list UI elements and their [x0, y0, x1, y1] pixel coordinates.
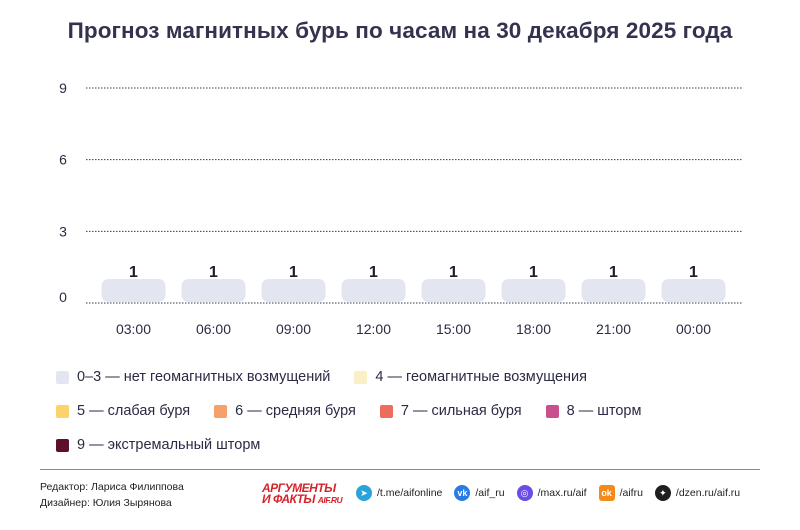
legend-label: 7 — сильная буря: [400, 403, 522, 419]
legend-item: 5 — слабая буря: [56, 403, 190, 419]
bar-value-label: 1: [129, 264, 138, 281]
x-tick-label: 18:00: [516, 321, 551, 337]
y-tick-label: 3: [59, 223, 67, 239]
bar: [581, 279, 646, 302]
bar-value-label: 1: [529, 264, 538, 281]
legend-row-3: 9 — экстремальный шторм: [56, 437, 284, 453]
x-tick-label: 03:00: [116, 321, 151, 337]
logo-line-1: АРГУМЕНТЫ: [262, 481, 336, 495]
legend-row-1: 0–3 — нет геомагнитных возмущений 4 — ге…: [56, 369, 611, 385]
bar-value-label: 1: [689, 264, 698, 281]
bar-value-label: 1: [289, 264, 298, 281]
vk-icon: vk: [454, 485, 471, 501]
bar: [661, 279, 726, 302]
bar: [341, 279, 406, 302]
social-text: /t.me/aifonline: [377, 487, 443, 499]
social-link-dzen[interactable]: ✦ /dzen.ru/aif.ru: [654, 485, 741, 501]
legend-swatch: [214, 404, 228, 418]
social-links: ➤ /t.me/aifonline vk /aif_ru ◎ /max.ru/a…: [356, 485, 752, 501]
social-text: /dzen.ru/aif.ru: [675, 487, 741, 499]
designer-credit: Дизайнер: Юлия Зырянова: [40, 497, 172, 509]
social-link-max[interactable]: ◎ /max.ru/aif: [516, 485, 587, 501]
social-text: /aifru: [619, 487, 643, 499]
legend-item: 0–3 — нет геомагнитных возмущений: [56, 369, 330, 385]
bar: [181, 279, 246, 302]
legend-item: 4 — геомагнитные возмущения: [354, 369, 587, 385]
social-link-vk[interactable]: vk /aif_ru: [454, 485, 505, 501]
chart-title: Прогноз магнитных бурь по часам на 30 де…: [67, 18, 733, 43]
y-tick-label: 6: [59, 152, 67, 168]
legend-swatch: [545, 404, 559, 418]
max-icon: ◎: [516, 485, 533, 501]
x-tick-label: 15:00: [436, 321, 471, 337]
logo-line-2: И ФАКТЫ: [262, 492, 315, 506]
legend-swatch: [56, 438, 69, 452]
aif-logo[interactable]: АРГУМЕНТЫ И ФАКТЫ AIF.RU: [262, 481, 343, 506]
bar: [261, 279, 326, 302]
logo-site: AIF.RU: [317, 495, 343, 505]
footer-divider: [40, 469, 760, 470]
legend-swatch: [56, 404, 69, 418]
legend-row-2: 5 — слабая буря 6 — средняя буря 7 — сил…: [56, 403, 665, 419]
chart-plot: 0 3 6 9 1 03:00 1 06:00 1 09:00 1 12:00 1 15:00 1 18:00…: [59, 80, 742, 337]
legend-label: 6 — средняя буря: [235, 403, 356, 419]
bar: [501, 279, 566, 302]
legend-label: 4 — геомагнитные возмущения: [375, 369, 587, 385]
odnoklassniki-icon: ok: [598, 485, 615, 501]
legend-item: 7 — сильная буря: [379, 403, 522, 419]
legend-item: 6 — средняя буря: [214, 403, 356, 419]
x-tick-label: 12:00: [356, 321, 391, 337]
bar: [421, 279, 486, 302]
bar-value-label: 1: [209, 264, 218, 281]
legend-label: 9 — экстремальный шторм: [77, 437, 261, 453]
bar-value-label: 1: [449, 264, 458, 281]
social-text: /max.ru/aif: [537, 487, 587, 499]
bar-value-label: 1: [609, 264, 618, 281]
telegram-icon: ➤: [356, 485, 372, 501]
legend-label: 8 — шторм: [566, 403, 642, 419]
social-link-telegram[interactable]: ➤ /t.me/aifonline: [356, 485, 442, 501]
legend-label: 0–3 — нет геомагнитных возмущений: [77, 369, 331, 385]
legend-label: 5 — слабая буря: [77, 403, 191, 419]
legend-swatch: [354, 370, 368, 384]
bar: [101, 279, 166, 302]
legend-item: 8 — шторм: [545, 403, 642, 419]
legend-item: 9 — экстремальный шторм: [56, 437, 260, 453]
x-tick-label: 06:00: [196, 321, 231, 337]
x-tick-label: 09:00: [276, 321, 311, 337]
editor-credit: Редактор: Лариса Филиппова: [40, 481, 184, 493]
dzen-icon: ✦: [654, 485, 671, 501]
social-link-odnoklassniki[interactable]: ok /aifru: [598, 485, 643, 501]
legend-swatch: [56, 370, 69, 384]
credits: Редактор: Лариса Филиппова Дизайнер: Юли…: [40, 479, 184, 511]
x-tick-label: 21:00: [596, 321, 631, 337]
y-tick-label: 0: [59, 289, 67, 305]
legend-swatch: [379, 404, 393, 418]
bar-value-label: 1: [369, 264, 378, 281]
social-text: /aif_ru: [475, 487, 505, 499]
y-tick-label: 9: [59, 80, 67, 96]
x-tick-label: 00:00: [676, 321, 711, 337]
